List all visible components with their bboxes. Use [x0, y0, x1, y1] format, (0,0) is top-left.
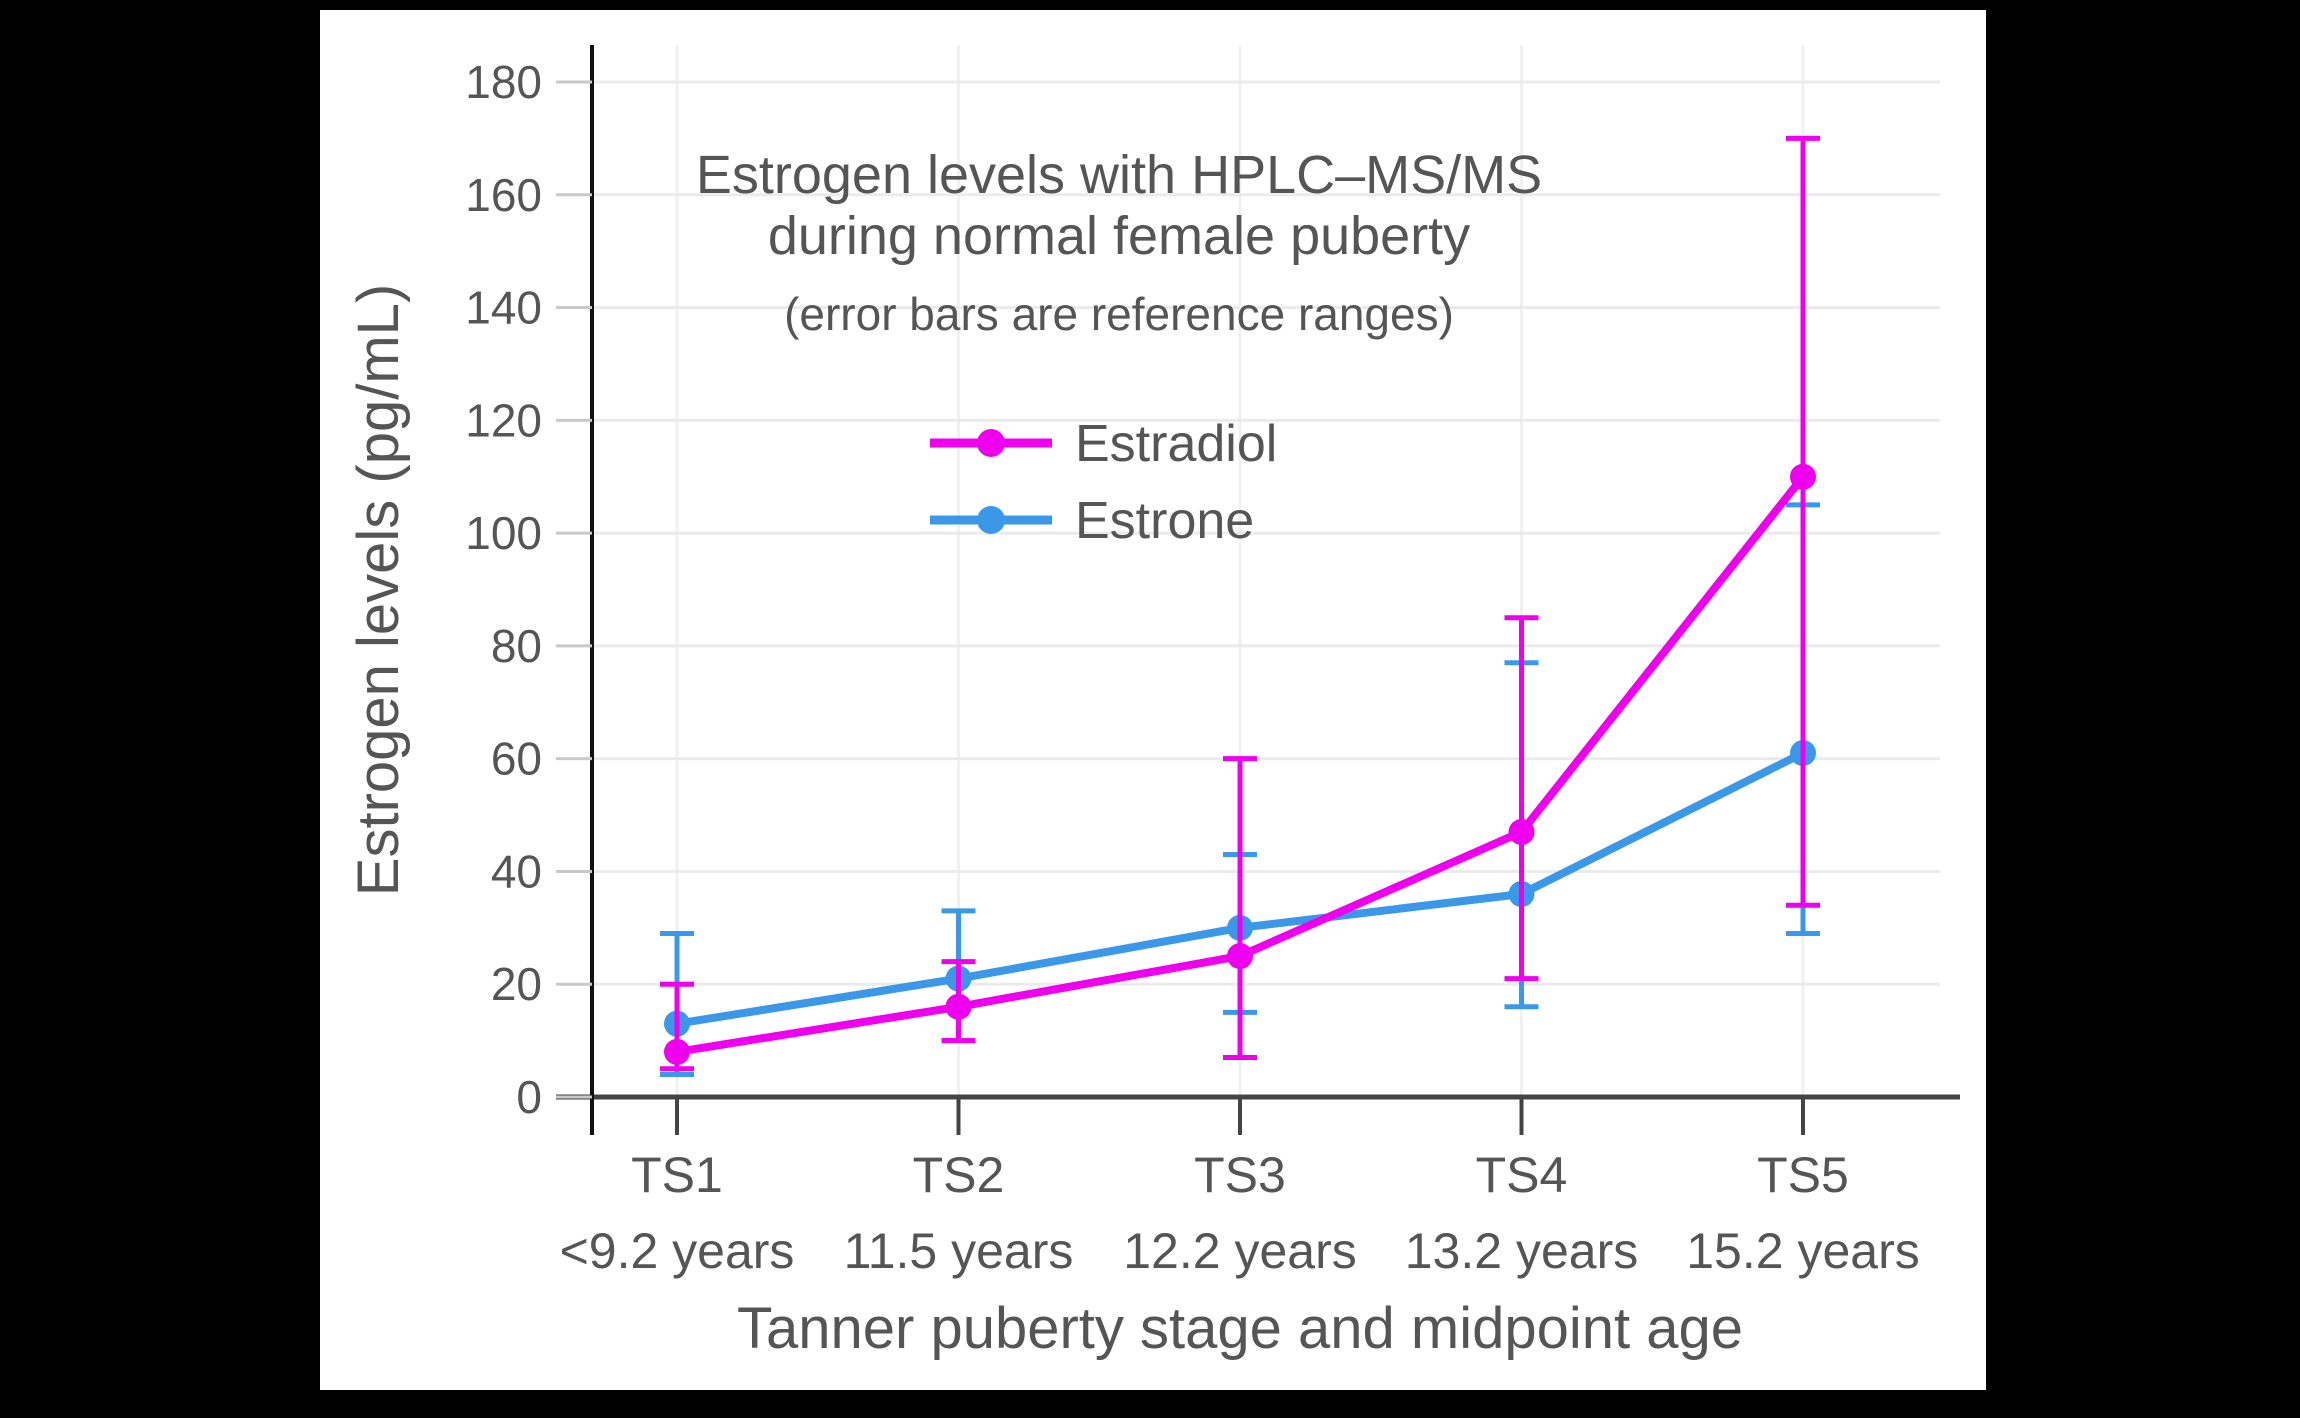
chart-title-line2: during normal female puberty	[768, 206, 1470, 266]
data-point-estradiol-TS1[interactable]	[664, 1038, 690, 1065]
y-tick-label-100: 100	[465, 507, 542, 559]
chart-title-line1: Estrogen levels with HPLC–MS/MS	[696, 145, 1542, 205]
legend-marker-estrone	[977, 506, 1005, 534]
data-point-estradiol-TS5[interactable]	[1790, 463, 1816, 490]
grid-layer	[592, 45, 1940, 1097]
tick-label-layer: 0 20 40 60 80 100 120 140 160 180 TS1 <9.2 years TS2…	[465, 56, 1919, 1279]
error-bar-estradiol-TS5	[1786, 135, 1820, 908]
x-tick-label-TS4: TS4	[1476, 1147, 1568, 1203]
legend-item-estrone[interactable]: Estrone	[930, 492, 1254, 550]
error-bar-estradiol-TS3	[1223, 756, 1257, 1061]
series-estradiol	[660, 135, 1820, 1072]
y-tick-label-40: 40	[491, 845, 542, 897]
data-point-estradiol-TS4[interactable]	[1508, 818, 1535, 845]
plot-background	[320, 10, 1986, 1390]
x-tick-label-TS2: TS2	[913, 1147, 1005, 1203]
x-tick-sublabel-TS4: 13.2 years	[1405, 1223, 1638, 1279]
x-tick-sublabel-TS2: 11.5 years	[844, 1223, 1074, 1279]
legend-marker-estradiol	[977, 429, 1005, 457]
data-point-estradiol-TS3[interactable]	[1227, 943, 1253, 970]
legend-item-estradiol[interactable]: Estradiol	[930, 415, 1277, 473]
y-tick-label-60: 60	[491, 733, 542, 785]
legend: Estradiol Estrone	[930, 415, 1277, 550]
y-tick-label-160: 160	[465, 169, 542, 221]
series-layer	[660, 135, 1820, 1077]
y-tick-label-20: 20	[491, 958, 542, 1010]
x-tick-sublabel-TS1: <9.2 years	[560, 1223, 795, 1279]
legend-label-estrone: Estrone	[1075, 492, 1254, 550]
data-point-estradiol-TS2[interactable]	[945, 993, 972, 1020]
x-tick-label-TS3: TS3	[1194, 1147, 1286, 1203]
y-tick-label-140: 140	[465, 282, 542, 334]
legend-label-estradiol: Estradiol	[1075, 415, 1277, 473]
y-tick-label-120: 120	[465, 394, 542, 446]
x-tick-sublabel-TS3: 12.2 years	[1123, 1223, 1356, 1279]
y-axis-title: Estrogen levels (pg/mL)	[346, 284, 411, 896]
y-tick-label-80: 80	[491, 620, 542, 672]
y-tick-label-0: 0	[516, 1071, 542, 1123]
x-tick-label-TS5: TS5	[1757, 1147, 1849, 1203]
y-tick-label-180: 180	[465, 56, 542, 108]
x-tick-label-TS1: TS1	[631, 1147, 723, 1203]
x-axis-title: Tanner puberty stage and midpoint age	[737, 1296, 1743, 1361]
error-bar-estradiol-TS4	[1504, 615, 1539, 982]
x-tick-sublabel-TS5: 15.2 years	[1686, 1223, 1919, 1279]
chart-subtitle: (error bars are reference ranges)	[784, 288, 1454, 340]
axis-layer	[556, 45, 1960, 1135]
